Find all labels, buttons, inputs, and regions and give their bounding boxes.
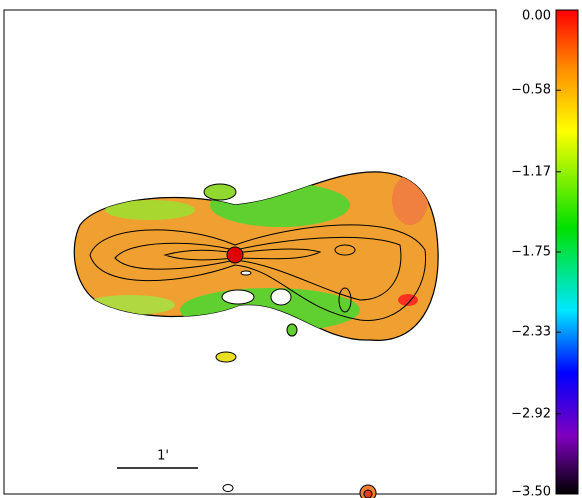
colorbar-tick-label: −2.92 xyxy=(511,406,551,421)
source-map xyxy=(73,171,439,498)
colorbar-tick-label: −1.75 xyxy=(511,245,551,260)
colorbar-tick-label: −1.17 xyxy=(511,164,551,179)
colorbar-tick-label: −2.33 xyxy=(511,325,551,340)
scale-bar-label: 1' xyxy=(157,449,169,464)
colorbar-tick-label: 0.00 xyxy=(522,9,551,24)
colorbar-tick-label: −0.58 xyxy=(511,83,551,98)
colorbar-tick-label: −3.50 xyxy=(511,485,551,498)
